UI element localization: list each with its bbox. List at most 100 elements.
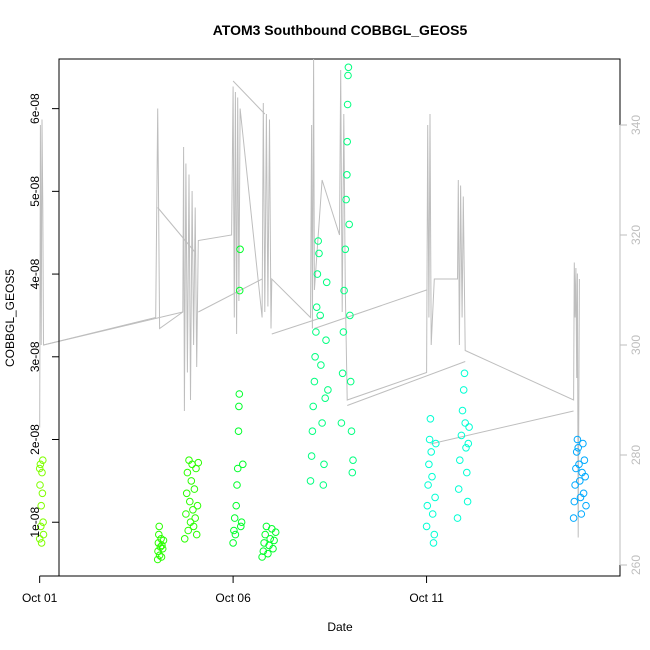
data-point: [462, 444, 470, 452]
data-point: [37, 539, 46, 547]
secondary-line-segment: [198, 278, 263, 313]
data-point: [37, 501, 46, 510]
data-point: [231, 530, 240, 539]
data-point: [427, 448, 436, 456]
data-point: [430, 530, 439, 539]
data-point: [343, 100, 352, 109]
data-point: [189, 522, 198, 531]
scatter-points: [35, 63, 590, 564]
data-point: [193, 501, 202, 510]
secondary-line-segment: [271, 317, 323, 335]
data-point: [460, 369, 469, 378]
data-point: [239, 460, 247, 469]
chart-title: ATOM3 Southbound COBBGL_GEOS5: [213, 22, 468, 38]
data-point: [343, 137, 352, 146]
data-point: [308, 427, 317, 436]
secondary-line-segment: [157, 207, 195, 252]
data-point: [232, 501, 240, 510]
data-point: [156, 543, 165, 551]
y-tick-label: 3e-08: [28, 341, 42, 372]
data-point: [236, 245, 244, 254]
data-point: [425, 435, 434, 444]
data-point: [341, 245, 350, 254]
data-point: [314, 237, 323, 245]
data-point: [184, 526, 192, 535]
y-tick-label: 4e-08: [28, 258, 42, 289]
data-point: [575, 460, 583, 469]
secondary-line: [39, 58, 580, 538]
data-point: [426, 415, 435, 423]
x-tick-label: Oct 06: [215, 591, 251, 605]
secondary-line-segment: [430, 410, 574, 445]
data-point: [266, 535, 275, 543]
data-point: [190, 485, 199, 493]
data-point: [349, 456, 357, 465]
data-point: [261, 530, 270, 539]
data-point: [312, 303, 321, 312]
data-point: [191, 514, 199, 522]
y-tick-label: 6e-08: [28, 93, 42, 124]
data-point: [579, 489, 588, 498]
data-point: [183, 468, 192, 477]
data-point: [454, 485, 463, 493]
plot-frame: [58, 58, 621, 577]
secondary-line-segment: [43, 311, 183, 346]
data-point: [182, 510, 190, 518]
data-point: [155, 551, 164, 560]
data-point: [233, 464, 242, 473]
data-point: [429, 539, 438, 547]
x-axis: Oct 01 Oct 06 Oct 11: [22, 575, 444, 605]
data-point: [269, 544, 277, 553]
data-point: [310, 377, 319, 386]
y2-tick-label: 300: [629, 335, 643, 355]
data-point: [37, 522, 45, 531]
data-point: [35, 535, 44, 543]
data-point: [187, 477, 196, 485]
y2-tick-label: 260: [629, 555, 643, 575]
data-point: [319, 481, 328, 489]
data-point: [38, 468, 46, 477]
data-point: [38, 489, 47, 498]
x-axis-label: Date: [327, 620, 353, 634]
data-point: [422, 522, 431, 531]
data-point: [581, 472, 590, 481]
data-point: [233, 481, 241, 489]
data-point: [432, 439, 440, 448]
data-point: [309, 402, 318, 411]
data-point: [571, 481, 579, 489]
data-point: [573, 435, 582, 444]
secondary-line-path: [39, 58, 580, 538]
data-point: [306, 477, 315, 485]
data-point: [572, 448, 581, 456]
data-point: [312, 328, 320, 336]
data-point: [464, 439, 473, 448]
secondary-line-segment: [232, 80, 266, 115]
data-point: [423, 501, 432, 510]
data-point: [339, 328, 348, 336]
y-tick-label: 1e-08: [28, 507, 42, 538]
data-point: [235, 286, 244, 295]
data-point: [229, 539, 237, 547]
data-point: [324, 386, 332, 394]
data-point: [343, 171, 351, 179]
data-point: [345, 220, 354, 229]
y-axis-label: COBBGL_GEOS5: [3, 269, 17, 367]
data-point: [155, 522, 163, 531]
y2-axis: 260 280 300 320 340: [619, 115, 643, 575]
data-point: [458, 406, 467, 415]
data-point: [431, 493, 439, 502]
data-point: [307, 452, 316, 460]
data-point: [457, 431, 466, 440]
data-point: [570, 497, 579, 506]
y2-tick-label: 280: [629, 445, 643, 465]
y2-tick-label: 340: [629, 115, 643, 135]
data-point: [189, 506, 197, 514]
data-point: [258, 553, 266, 561]
x-tick-label: Oct 01: [22, 591, 58, 605]
data-point: [39, 518, 47, 527]
data-point: [463, 468, 471, 477]
y-tick-label: 2e-08: [28, 424, 42, 455]
data-point: [321, 394, 330, 403]
data-point: [234, 427, 243, 436]
